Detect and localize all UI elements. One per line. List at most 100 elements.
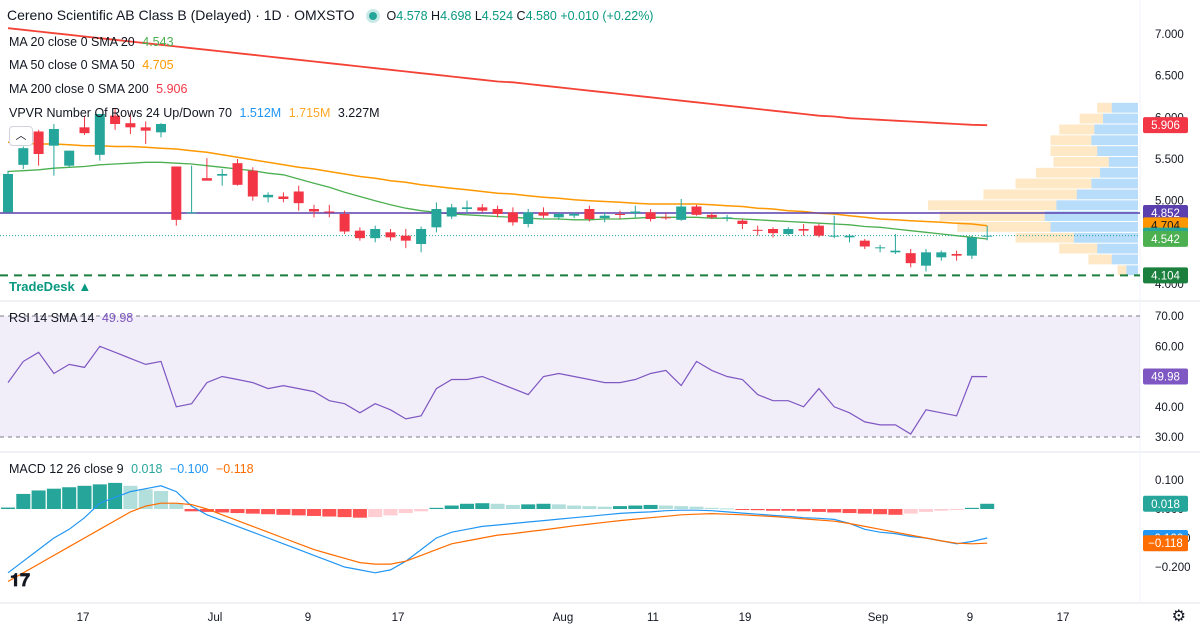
macd-histogram-bar <box>796 509 811 512</box>
macd-histogram-bar <box>827 509 842 513</box>
macd-histogram-bar <box>245 509 260 514</box>
legend-rsi[interactable]: RSI 14 SMA 14 49.98 <box>9 311 137 325</box>
legend-ma20[interactable]: MA 20 close 0 SMA 20 4.543 <box>9 35 178 49</box>
candle-body <box>890 250 901 253</box>
candle-body <box>156 124 166 133</box>
macd-histogram-bar <box>352 509 367 518</box>
vpvr-up: 1.512M <box>239 106 282 120</box>
macd-histogram-bar <box>276 509 291 515</box>
price-tag-bg <box>1143 230 1188 247</box>
collapse-legend-button[interactable]: ︿ <box>9 126 33 146</box>
macd-histogram-bar <box>1 507 15 509</box>
vpvr-up-bar <box>1094 124 1138 135</box>
legend-macd[interactable]: MACD 12 26 close 9 0.018 −0.100 −0.118 <box>9 462 258 476</box>
macd-histogram-bar <box>16 493 31 509</box>
time-tick-label: 9 <box>967 612 973 624</box>
macd-histogram-bar <box>658 505 673 509</box>
macd-histogram-bar <box>138 489 153 509</box>
candle-body <box>645 212 656 219</box>
tradingview-logo[interactable]: 𝟏𝟕 <box>10 570 31 590</box>
macd-histogram-bar <box>842 509 857 514</box>
vpvr-up-bar <box>1100 167 1138 178</box>
ma20-line <box>7 161 988 240</box>
chart-header: Cereno Scientific AB Class B (Delayed) ·… <box>7 7 653 23</box>
symbol-title[interactable]: Cereno Scientific AB Class B (Delayed) ·… <box>7 7 355 23</box>
macd-histogram-bar <box>337 509 352 518</box>
rsi-tick-label: 40.00 <box>1155 402 1184 414</box>
macd-histogram-bar <box>689 506 704 509</box>
macd-histogram-bar <box>811 509 826 512</box>
vpvr-down-bar <box>983 189 1077 200</box>
macd-histogram-bar <box>643 504 658 509</box>
rsi-band <box>0 316 1140 437</box>
candle-body <box>507 212 518 223</box>
macd-histogram-bar <box>108 482 123 509</box>
vpvr-up-bar <box>1073 232 1138 243</box>
candle-body <box>48 129 59 146</box>
vpvr-down-bar <box>1059 243 1098 254</box>
macd-histogram-bar <box>322 509 337 517</box>
candle-body <box>400 235 411 241</box>
vpvr-down-bar <box>1015 232 1074 243</box>
legend-vpvr[interactable]: VPVR Number Of Rows 24 Up/Down 70 1.512M… <box>9 106 384 120</box>
vpvr-down-bar <box>928 200 1057 211</box>
candle-body <box>232 163 243 185</box>
candle-body <box>201 178 212 181</box>
macd-line <box>7 485 988 574</box>
legend-ma50[interactable]: MA 50 close 0 SMA 50 4.705 <box>9 58 178 72</box>
candle-body <box>33 131 44 154</box>
macd-histogram-bar <box>934 509 949 511</box>
macd-histogram-bar <box>62 487 77 509</box>
rsi-tag-bg <box>1143 368 1188 385</box>
macd-histogram-bar <box>368 509 383 518</box>
candle-body <box>431 209 442 228</box>
candle-body <box>492 209 503 214</box>
ma200-line <box>7 27 988 127</box>
vpvr-up-bar <box>1056 200 1138 211</box>
candle-body <box>140 127 151 131</box>
close-value: 4.580 <box>525 9 557 23</box>
candle-body <box>737 220 748 224</box>
macd-histogram-bar <box>964 507 979 509</box>
macd-histogram-bar <box>92 484 107 509</box>
macd-tick-label: 0.100 <box>1155 475 1184 487</box>
candle-body <box>18 148 29 165</box>
candle-body <box>706 214 717 218</box>
macd-histogram-bar <box>307 509 321 516</box>
macd-histogram-bar <box>888 509 903 515</box>
low-label: L <box>474 9 482 23</box>
vpvr-up-bar <box>1103 113 1138 124</box>
vpvr-up-bar <box>1076 189 1138 200</box>
tradedesk-link[interactable]: TradeDesk ▲ <box>9 279 92 294</box>
candle-body <box>660 217 671 219</box>
macd-histogram-bar <box>215 509 230 513</box>
macd-histogram-bar <box>720 508 735 510</box>
candle-body <box>125 123 136 128</box>
time-tick-label: Jul <box>208 612 223 624</box>
candle-body <box>798 229 809 231</box>
signal-tag: −0.118 <box>1148 538 1183 550</box>
close-label: C <box>516 9 526 23</box>
candle-body <box>293 191 304 204</box>
macd-histogram-bar <box>460 503 474 509</box>
macd-histogram-bar <box>781 509 796 511</box>
macd-histogram-bar <box>873 509 888 515</box>
macd-histogram-bar <box>903 509 918 514</box>
time-tick-label: 9 <box>305 612 311 624</box>
vpvr-down-bar <box>1079 113 1103 124</box>
legend-ma200[interactable]: MA 200 close 0 SMA 200 5.906 <box>9 82 191 96</box>
candle-body <box>553 214 564 218</box>
macd-histogram-bar <box>184 509 199 512</box>
candle-body <box>615 214 625 215</box>
price-tag-bg <box>1143 205 1188 221</box>
vpvr-down-bar <box>1050 135 1092 146</box>
ma200-label: MA 200 close 0 SMA 200 <box>9 82 149 96</box>
macd-histogram-bar <box>414 509 429 512</box>
candle-body <box>64 150 75 166</box>
macd-histogram-bar <box>551 504 566 509</box>
macd-histogram-bar <box>919 509 933 512</box>
settings-gear-icon[interactable]: ⚙ <box>1171 608 1186 625</box>
vpvr-up-bar <box>1111 254 1138 265</box>
time-tick-label: Sep <box>868 612 888 624</box>
